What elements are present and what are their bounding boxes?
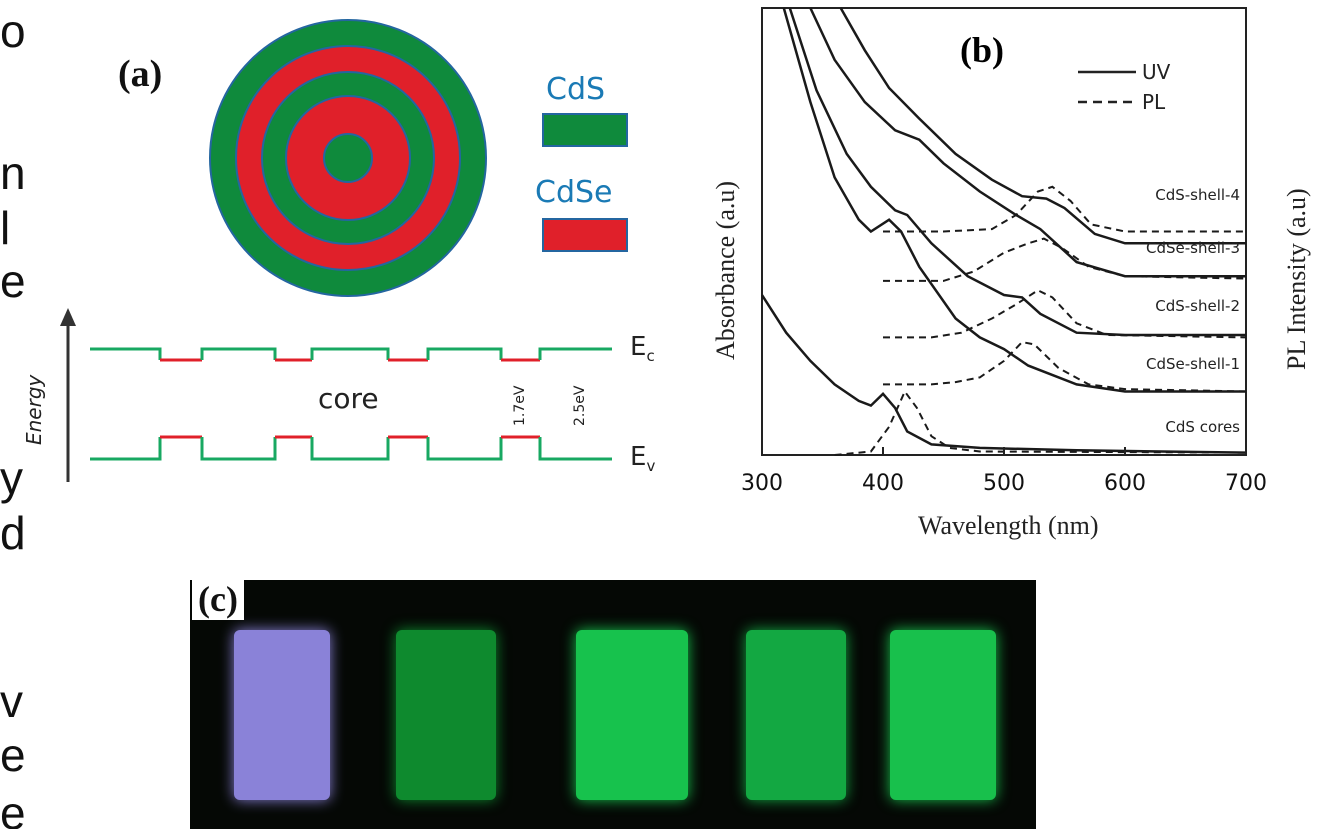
text-fragment: e [0, 729, 26, 781]
x-tick-label: 500 [983, 471, 1025, 496]
conduction-band-label: Ec [630, 332, 655, 366]
x-axis-title: Wavelength (nm) [918, 511, 1099, 540]
vials-photo [190, 580, 1036, 829]
vial-shell-3 [746, 630, 846, 800]
series-2-uv-curve [782, 7, 1246, 393]
valence-band-label: Ev [630, 442, 656, 476]
text-fragment: e [0, 255, 26, 307]
series-label: CdS-shell-4 [1155, 186, 1240, 204]
core-label: core [318, 382, 379, 415]
legend-cds-label: CdS [546, 72, 606, 107]
series-4-pl-curve [883, 237, 1247, 282]
series-1-pl-curve [834, 389, 1247, 456]
series-1-uv-curve [760, 294, 1247, 454]
series-2-pl-curve [883, 341, 1247, 393]
panel-c-label: (c) [192, 578, 244, 620]
plot-frame [761, 7, 1247, 456]
valence-band-line [90, 435, 612, 461]
text-fragment: o [0, 5, 26, 57]
x-tick-label: 400 [862, 471, 904, 496]
series-label: CdSe-shell-3 [1146, 239, 1240, 257]
chart-curves [760, 7, 1247, 456]
series-3-uv-curve [788, 7, 1246, 337]
gap-label-cdse: 1.7eV [512, 385, 528, 426]
panel-a-label: (a) [118, 53, 163, 95]
legend-cds-swatch [542, 113, 628, 147]
conduction-band-line [90, 347, 612, 362]
series-4-uv-curve [809, 7, 1246, 278]
panel-a-schematic: (a) [0, 0, 700, 560]
core-cds [323, 133, 373, 183]
series-3-pl-curve [883, 289, 1247, 339]
vial-shell-4 [890, 630, 996, 800]
x-axis-ticks: 300 400 500 600 700 [741, 447, 1267, 496]
text-fragment: e [0, 787, 26, 829]
chart-legend: UV PL [1078, 60, 1171, 114]
series-label: CdS cores [1165, 418, 1240, 436]
y-axis-title-right: PL Intensity (a.u) [1282, 188, 1311, 370]
vial-core [234, 630, 330, 800]
absorbance-pl-chart: (b) UV PL CdS cores CdSe-shell-1 CdS-shell… [711, 7, 1311, 540]
x-tick-label: 700 [1225, 471, 1267, 496]
y-axis-title: Absorbance (a.u) [711, 181, 740, 360]
panel-b-label: (b) [960, 30, 1004, 70]
series-label: CdS-shell-2 [1155, 297, 1240, 315]
clipped-body-text: o n l e y d v e e [0, 0, 48, 829]
legend-pl-label: PL [1142, 90, 1166, 114]
legend-cdse-swatch [542, 218, 628, 252]
legend-cdse-label: CdSe [535, 175, 613, 210]
text-fragment: d [0, 507, 26, 559]
x-tick-label: 300 [741, 471, 783, 496]
gap-label-cds: 2.5eV [572, 385, 588, 426]
vial-shell-2 [576, 630, 688, 800]
vial-shell-1 [396, 630, 496, 800]
legend-uv-label: UV [1142, 60, 1171, 84]
concentric-shells [209, 19, 487, 297]
energy-axis-label: Energy [22, 374, 46, 445]
series-5-pl-curve [883, 185, 1246, 233]
text-fragment: l [0, 202, 11, 254]
text-fragment: y [0, 452, 23, 504]
text-fragment: v [0, 675, 23, 727]
core-shell-diagram [60, 19, 612, 482]
energy-axis-arrow [60, 308, 76, 482]
series-label: CdSe-shell-1 [1146, 355, 1240, 373]
x-tick-label: 600 [1104, 471, 1146, 496]
text-fragment: n [0, 147, 26, 199]
series-5-uv-curve [839, 7, 1246, 245]
chart-series-labels: CdS cores CdSe-shell-1 CdS-shell-2 CdSe-she… [1146, 186, 1240, 436]
